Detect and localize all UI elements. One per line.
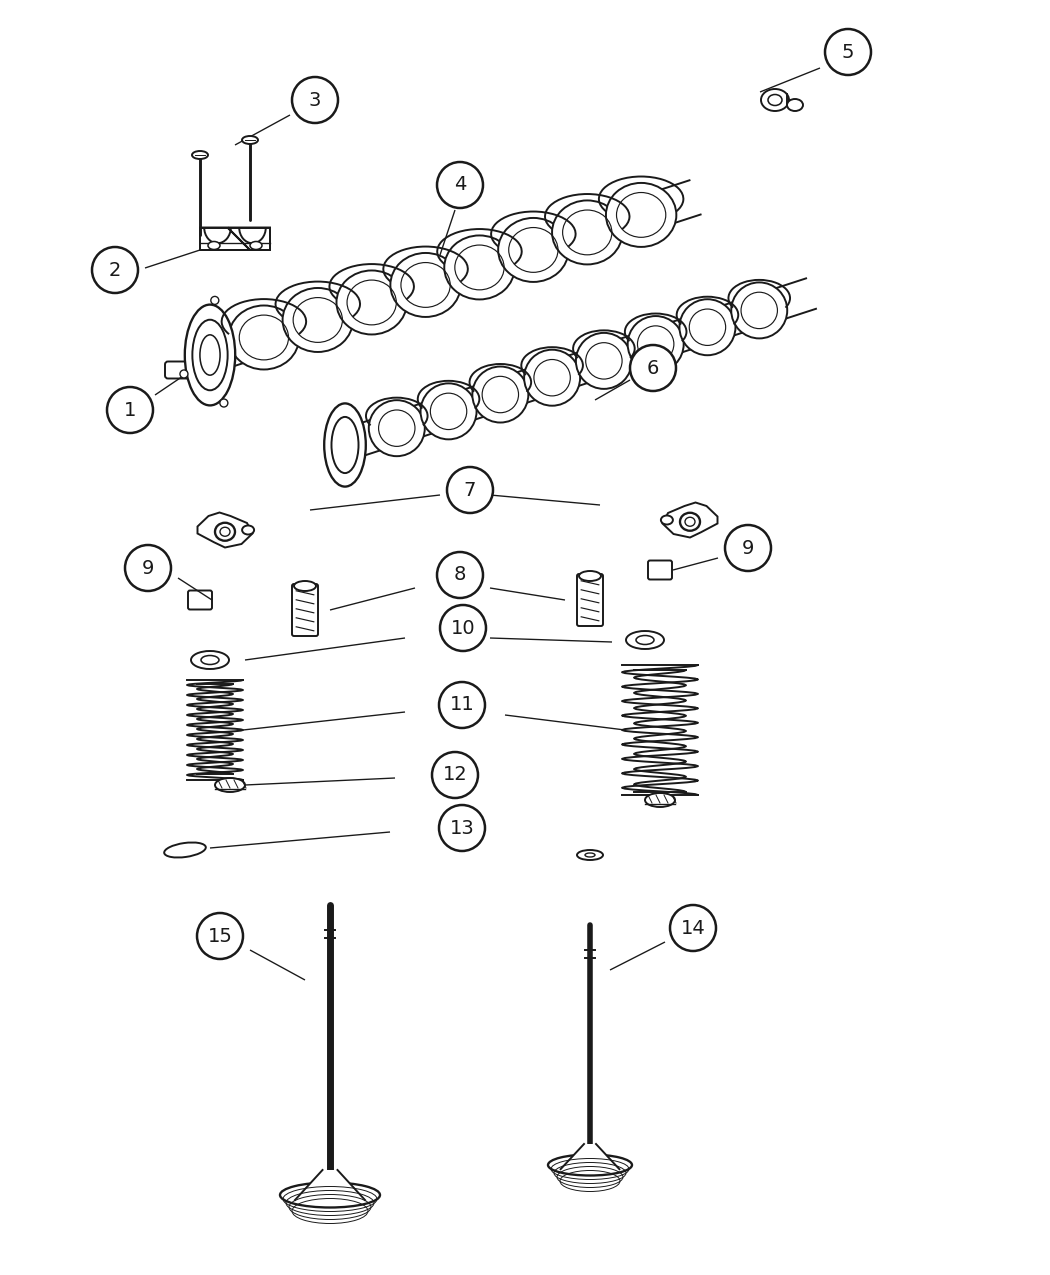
Polygon shape bbox=[663, 502, 717, 538]
Ellipse shape bbox=[626, 631, 664, 649]
Ellipse shape bbox=[636, 635, 654, 644]
Ellipse shape bbox=[191, 652, 229, 669]
Ellipse shape bbox=[243, 525, 254, 534]
Text: 10: 10 bbox=[450, 618, 476, 638]
Text: 5: 5 bbox=[842, 42, 855, 61]
Ellipse shape bbox=[578, 850, 603, 861]
Ellipse shape bbox=[761, 89, 789, 111]
Ellipse shape bbox=[242, 136, 258, 144]
FancyBboxPatch shape bbox=[188, 590, 212, 609]
Circle shape bbox=[292, 76, 338, 122]
Circle shape bbox=[825, 29, 872, 75]
Ellipse shape bbox=[192, 150, 208, 159]
Ellipse shape bbox=[444, 236, 514, 300]
Ellipse shape bbox=[229, 306, 299, 370]
Text: 9: 9 bbox=[142, 558, 154, 578]
Circle shape bbox=[724, 525, 771, 571]
Ellipse shape bbox=[294, 581, 316, 592]
Ellipse shape bbox=[548, 1154, 632, 1176]
Circle shape bbox=[432, 752, 478, 798]
Text: 11: 11 bbox=[449, 695, 475, 714]
Ellipse shape bbox=[192, 320, 228, 390]
Ellipse shape bbox=[788, 99, 803, 111]
Ellipse shape bbox=[606, 182, 676, 247]
Ellipse shape bbox=[220, 528, 230, 537]
Ellipse shape bbox=[280, 1182, 380, 1207]
Ellipse shape bbox=[185, 305, 235, 405]
Ellipse shape bbox=[164, 843, 206, 858]
Circle shape bbox=[437, 552, 483, 598]
Circle shape bbox=[92, 247, 138, 293]
Text: 6: 6 bbox=[647, 358, 659, 377]
Text: 9: 9 bbox=[741, 538, 754, 557]
Text: 3: 3 bbox=[309, 91, 321, 110]
Ellipse shape bbox=[680, 513, 700, 530]
Ellipse shape bbox=[498, 218, 568, 282]
Text: 8: 8 bbox=[454, 566, 466, 584]
Circle shape bbox=[219, 399, 228, 407]
Ellipse shape bbox=[585, 853, 595, 857]
FancyBboxPatch shape bbox=[578, 574, 603, 626]
Ellipse shape bbox=[524, 349, 580, 405]
Ellipse shape bbox=[282, 288, 353, 352]
Ellipse shape bbox=[369, 400, 425, 456]
Ellipse shape bbox=[421, 384, 477, 440]
Ellipse shape bbox=[201, 655, 219, 664]
Polygon shape bbox=[197, 513, 252, 547]
Ellipse shape bbox=[250, 241, 262, 250]
Circle shape bbox=[630, 346, 676, 391]
Ellipse shape bbox=[768, 94, 782, 106]
Polygon shape bbox=[340, 278, 816, 460]
Circle shape bbox=[439, 805, 485, 850]
Ellipse shape bbox=[685, 518, 695, 527]
Circle shape bbox=[437, 162, 483, 208]
Text: 15: 15 bbox=[208, 927, 232, 946]
Ellipse shape bbox=[660, 515, 673, 524]
Ellipse shape bbox=[215, 523, 235, 541]
Ellipse shape bbox=[731, 282, 788, 338]
Ellipse shape bbox=[575, 333, 632, 389]
Circle shape bbox=[107, 388, 153, 434]
Text: 13: 13 bbox=[449, 819, 475, 838]
Circle shape bbox=[447, 467, 494, 513]
FancyBboxPatch shape bbox=[292, 584, 318, 636]
Ellipse shape bbox=[579, 571, 601, 581]
Text: 1: 1 bbox=[124, 400, 136, 419]
Text: 2: 2 bbox=[109, 260, 121, 279]
Ellipse shape bbox=[679, 300, 735, 356]
Ellipse shape bbox=[645, 793, 675, 807]
Text: 4: 4 bbox=[454, 176, 466, 195]
Circle shape bbox=[197, 913, 243, 959]
Ellipse shape bbox=[552, 200, 623, 264]
Circle shape bbox=[125, 544, 171, 592]
FancyBboxPatch shape bbox=[648, 561, 672, 580]
Polygon shape bbox=[295, 1170, 365, 1200]
Circle shape bbox=[440, 606, 486, 652]
Circle shape bbox=[211, 296, 218, 305]
Ellipse shape bbox=[332, 417, 358, 473]
Ellipse shape bbox=[324, 403, 365, 487]
Circle shape bbox=[439, 682, 485, 728]
Ellipse shape bbox=[208, 241, 220, 250]
Ellipse shape bbox=[215, 778, 245, 792]
Circle shape bbox=[180, 370, 188, 377]
Ellipse shape bbox=[628, 316, 684, 372]
Ellipse shape bbox=[200, 335, 220, 375]
Text: 12: 12 bbox=[443, 765, 467, 784]
FancyBboxPatch shape bbox=[165, 362, 195, 379]
Text: 7: 7 bbox=[464, 481, 477, 500]
Polygon shape bbox=[200, 227, 270, 250]
Polygon shape bbox=[561, 1144, 620, 1169]
Ellipse shape bbox=[391, 252, 461, 317]
Ellipse shape bbox=[472, 366, 528, 422]
Text: 14: 14 bbox=[680, 918, 706, 937]
Ellipse shape bbox=[336, 270, 407, 334]
Polygon shape bbox=[205, 180, 700, 372]
Circle shape bbox=[670, 905, 716, 951]
